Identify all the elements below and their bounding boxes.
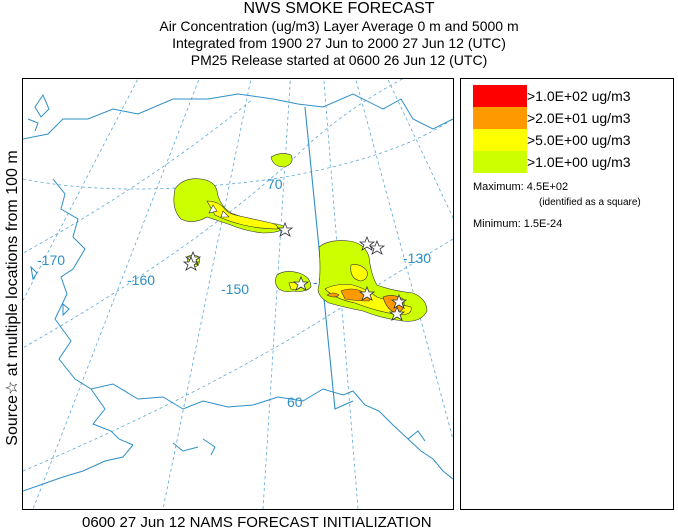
legend-item-level-5: >5.0E+00 ug/m3 xyxy=(473,129,669,151)
legend-swatch xyxy=(473,107,527,129)
legend-label: >1.0E+00 ug/m3 xyxy=(527,154,631,170)
source-star-icon xyxy=(358,285,376,301)
latitude-graticule xyxy=(23,79,453,472)
source-star-icon xyxy=(276,221,294,237)
smoke-plumes xyxy=(173,153,428,322)
lon-label-150: -150 xyxy=(221,281,249,297)
map-panel: 70 60 -170 -160 -150 -140 -130 xyxy=(22,78,454,510)
map-canvas: 70 60 -170 -160 -150 -140 -130 xyxy=(23,79,453,509)
legend-item-level-20: >2.0E+01 ug/m3 xyxy=(473,107,669,129)
legend-label: >1.0E+02 ug/m3 xyxy=(527,88,631,104)
source-star-icon xyxy=(390,293,408,309)
lat-60-line xyxy=(23,238,453,472)
map-subtitle-concentration: Air Concentration (ug/m3) Layer Average … xyxy=(159,18,519,34)
lon-label-160: -160 xyxy=(127,272,155,288)
legend-label: >5.0E+00 ug/m3 xyxy=(527,132,631,148)
source-markers xyxy=(182,221,408,321)
lat-label-70: 70 xyxy=(267,176,283,192)
legend-maximum-note: (identified as a square) xyxy=(539,197,641,208)
source-star-icon xyxy=(292,275,310,291)
legend-swatch xyxy=(473,85,527,107)
source-star-icon xyxy=(182,255,200,271)
legend-item-level-100: >1.0E+02 ug/m3 xyxy=(473,85,669,107)
legend-minimum: Minimum: 1.5E-24 xyxy=(473,218,563,230)
longitude-graticule xyxy=(23,79,453,509)
plume-north xyxy=(270,153,293,168)
us-canada-border xyxy=(304,106,354,410)
map-subtitle-integration: Integrated from 1900 27 Jun to 2000 27 J… xyxy=(172,35,506,51)
legend-item-level-1: >1.0E+00 ug/m3 xyxy=(473,151,669,173)
source-star-icon xyxy=(388,305,406,321)
legend-swatch xyxy=(473,129,527,151)
legend-maximum: Maximum: 4.5E+02 xyxy=(473,181,569,193)
source-label: Source☆ at multiple locations from 100 m xyxy=(4,150,21,446)
coastline xyxy=(23,93,453,492)
source-star-icon xyxy=(368,239,386,255)
map-title: NWS SMOKE FORECAST xyxy=(243,0,435,17)
legend-label: >2.0E+01 ug/m3 xyxy=(527,110,631,126)
map-subtitle-release: PM25 Release started at 0600 26 Jun 12 (… xyxy=(190,52,488,68)
lon-label-170: -170 xyxy=(37,252,65,268)
lat-label-60: 60 xyxy=(287,394,303,410)
forecast-initialization: 0600 27 Jun 12 NAMS FORECAST INITIALIZAT… xyxy=(82,514,432,531)
legend-swatch xyxy=(473,151,527,173)
legend-panel: >1.0E+02 ug/m3 >2.0E+01 ug/m3 >5.0E+00 u… xyxy=(460,78,674,510)
lon-label-130: -130 xyxy=(403,250,431,266)
